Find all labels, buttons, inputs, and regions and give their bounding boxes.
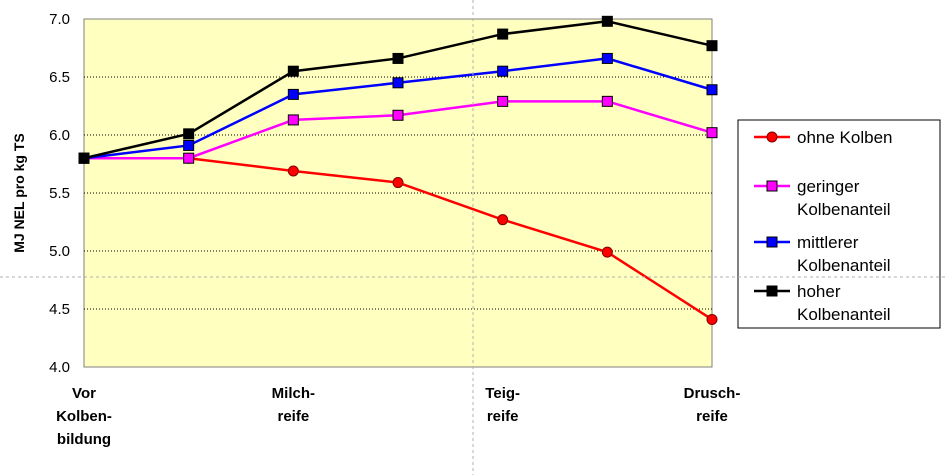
- x-tick-label: Teig-reife: [485, 385, 520, 425]
- y-tick-label: 6.0: [49, 127, 70, 144]
- data-point: [392, 177, 404, 189]
- y-axis-ticks: 4.0 4.5 5.0 5.5 6.0 6.5 7.0: [49, 11, 70, 376]
- legend-marker: [766, 236, 778, 248]
- data-point: [601, 246, 613, 258]
- y-tick-label: 4.0: [49, 359, 70, 376]
- data-point: [497, 214, 509, 226]
- legend-entry: hoher Kolbenanteil: [754, 282, 891, 324]
- data-point: [183, 152, 195, 164]
- y-tick-label: 7.0: [49, 11, 70, 28]
- data-point: [392, 77, 404, 89]
- x-tick-label: Milch-reife: [272, 385, 315, 425]
- data-point: [392, 52, 404, 64]
- data-point: [601, 15, 613, 27]
- y-tick-label: 6.5: [49, 69, 70, 86]
- data-point: [183, 128, 195, 140]
- data-point: [601, 52, 613, 64]
- data-point: [183, 139, 195, 151]
- x-tick-label: Vor Kolben-bildung: [56, 385, 112, 448]
- legend-label: mittlerer Kolbenanteil: [797, 233, 891, 275]
- data-point: [497, 65, 509, 77]
- data-point: [392, 109, 404, 121]
- data-point: [706, 84, 718, 96]
- x-tick-label: Drusch-reife: [684, 385, 741, 425]
- data-point: [287, 114, 299, 126]
- series-4: [78, 15, 718, 164]
- legend-label: hoher Kolbenanteil: [797, 282, 891, 324]
- legend-marker: [766, 131, 778, 143]
- y-axis-label: MJ NEL pro kg TS: [11, 133, 27, 253]
- legend-marker: [766, 285, 778, 297]
- series-3: [78, 52, 718, 164]
- legend-entry: ohne Kolben: [754, 128, 892, 147]
- y-tick-label: 5.5: [49, 185, 70, 202]
- series-group: [78, 15, 718, 325]
- legend: ohne Kolben geringer Kolbenanteil mittlerer…: [737, 119, 941, 329]
- legend-marker: [766, 180, 778, 192]
- data-point: [287, 165, 299, 177]
- legend-label: geringer Kolbenanteil: [797, 177, 891, 219]
- data-point: [497, 28, 509, 40]
- data-point: [706, 127, 718, 139]
- y-tick-label: 4.5: [49, 301, 70, 318]
- legend-entry: geringer Kolbenanteil: [754, 177, 891, 219]
- data-point: [601, 95, 613, 107]
- legend-entry: mittlerer Kolbenanteil: [754, 233, 891, 275]
- y-tick-label: 5.0: [49, 243, 70, 260]
- data-point: [78, 152, 90, 164]
- data-point: [287, 88, 299, 100]
- data-point: [706, 313, 718, 325]
- data-point: [706, 40, 718, 52]
- data-point: [287, 65, 299, 77]
- x-axis-ticks: Vor Kolben-bildung Milch-reife Teig-reife Dr…: [56, 385, 740, 448]
- legend-label: ohne Kolben: [797, 128, 892, 147]
- data-point: [497, 95, 509, 107]
- plot-area: [83, 18, 713, 368]
